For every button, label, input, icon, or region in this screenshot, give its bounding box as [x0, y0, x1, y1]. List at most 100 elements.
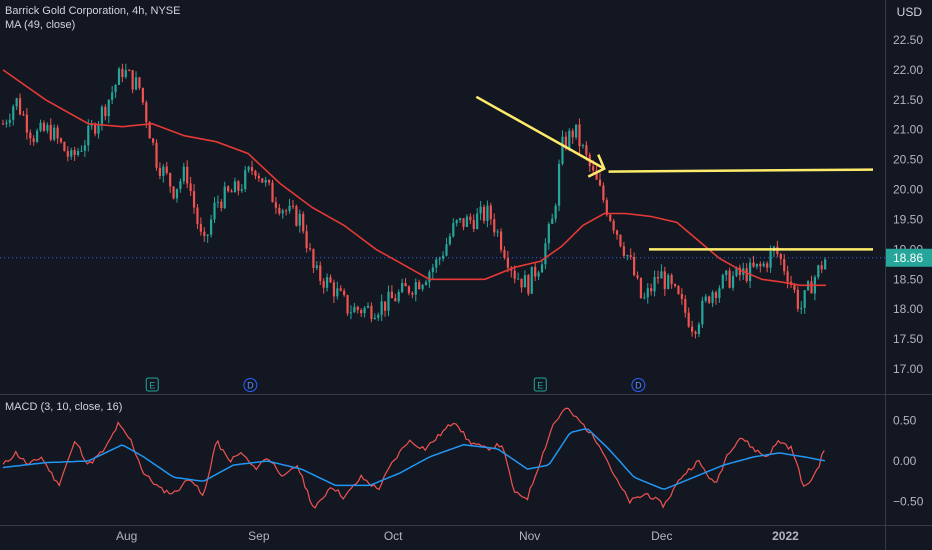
candle-body — [128, 70, 131, 72]
candle-body — [94, 124, 97, 134]
candle-body — [8, 119, 11, 123]
candle-body — [332, 282, 336, 297]
candle-body — [755, 263, 759, 267]
candle-body — [462, 218, 465, 227]
candle-body — [83, 145, 86, 151]
candle-body — [499, 231, 503, 250]
candle-body — [107, 99, 110, 117]
candle-body — [397, 292, 400, 302]
candle-body — [377, 314, 380, 318]
earnings-marker[interactable] — [533, 377, 547, 392]
candle-body — [220, 201, 223, 209]
candle-body — [704, 296, 707, 301]
earnings-marker[interactable] — [145, 377, 159, 392]
price-tick-label: 17.50 — [893, 332, 923, 346]
candle-body — [387, 291, 390, 311]
candle-body — [227, 186, 230, 192]
candle-body — [203, 231, 206, 236]
candle-body — [373, 317, 376, 320]
candle-body — [786, 271, 789, 282]
candle-body — [141, 87, 144, 103]
last-price-badge — [886, 248, 932, 267]
candle-body — [363, 307, 366, 314]
candle-body — [817, 265, 820, 278]
candle-body — [25, 114, 28, 133]
candle-body — [544, 243, 547, 265]
candle-body — [380, 301, 383, 315]
candle-body — [687, 312, 690, 327]
candle-body — [633, 257, 636, 276]
candle-body — [148, 122, 151, 139]
candle-body — [598, 179, 602, 186]
candle-body — [424, 282, 428, 285]
candle-body — [175, 188, 179, 199]
candle-body — [796, 289, 799, 309]
candle-body — [455, 220, 458, 224]
candle-body — [650, 288, 653, 292]
candle-body — [523, 275, 527, 288]
candle-body — [581, 145, 585, 147]
candle-body — [697, 324, 701, 334]
macd-tick-label: −0.50 — [893, 495, 924, 509]
candle-body — [660, 271, 663, 279]
candle-body — [145, 102, 148, 123]
candle-body — [254, 170, 257, 176]
candle-body — [199, 223, 202, 232]
candle-body — [435, 259, 438, 268]
price-tick-label: 20.50 — [893, 153, 923, 167]
candle-body — [325, 277, 329, 288]
event-marker-label: D — [247, 381, 254, 391]
price-tick-label: 20.00 — [893, 183, 923, 197]
candle-body — [714, 292, 718, 299]
candle-body — [80, 150, 83, 152]
candle-body — [615, 230, 619, 235]
trend-arrow-shaft — [475, 95, 605, 170]
candle-body — [312, 249, 315, 268]
candle-body — [343, 290, 346, 296]
candle-body — [708, 296, 711, 303]
candle-body — [162, 166, 165, 176]
dividend-marker[interactable] — [243, 378, 258, 392]
candle-body — [302, 213, 305, 232]
candle-body — [206, 234, 209, 236]
candle-body — [5, 122, 8, 124]
candle-body — [233, 181, 237, 193]
candle-body — [605, 200, 608, 215]
candle-body — [32, 138, 35, 142]
candle-body — [441, 255, 445, 259]
candle-body — [114, 84, 117, 93]
candle-body — [56, 127, 59, 139]
candle-body — [165, 166, 168, 174]
candle-body — [59, 138, 63, 143]
candle-body — [329, 277, 332, 283]
candle-body — [131, 70, 134, 90]
candle-body — [506, 257, 509, 268]
candle-body — [172, 186, 175, 199]
candle-body — [230, 191, 233, 193]
candle-body — [209, 219, 213, 235]
signal-line — [2, 428, 826, 490]
candle-body — [315, 265, 318, 268]
candle-body — [561, 136, 564, 164]
dividend-marker[interactable] — [631, 378, 646, 392]
candle-body — [493, 219, 496, 233]
candle-body — [70, 150, 73, 157]
candle-body — [472, 220, 475, 229]
candle-body — [158, 167, 162, 176]
candle-body — [22, 114, 25, 116]
chart-title: Barrick Gold Corporation, 4h, NYSE — [5, 5, 181, 17]
candle-body — [421, 284, 424, 290]
candle-body — [418, 282, 421, 290]
candle-body — [401, 283, 404, 293]
candle-body — [281, 210, 284, 214]
price-tick-label: 22.00 — [893, 63, 923, 77]
time-tick-label: Dec — [651, 529, 672, 543]
candle-body — [288, 205, 291, 211]
macd-tick-label: 0.50 — [893, 413, 917, 427]
candle-body — [53, 127, 56, 140]
candle-body — [39, 122, 42, 131]
candle-body — [745, 268, 748, 282]
time-tick-label: Nov — [519, 529, 540, 543]
candle-body — [530, 266, 533, 294]
